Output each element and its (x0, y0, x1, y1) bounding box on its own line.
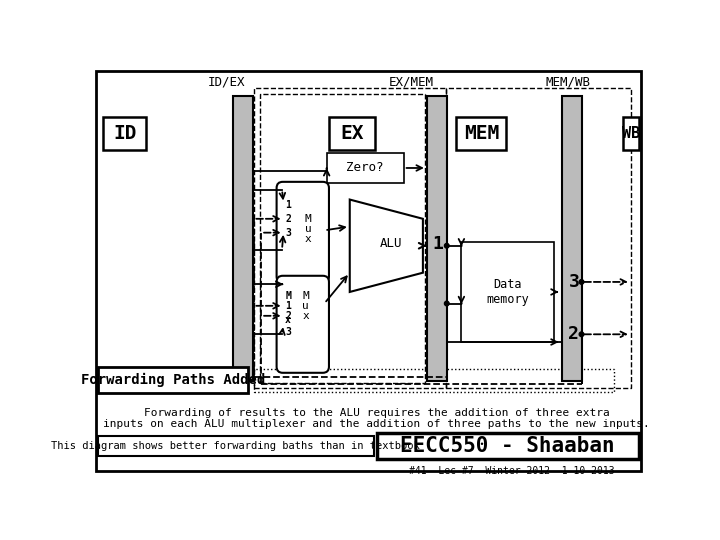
Bar (253, 88, 446, 388)
Text: Zero?: Zero? (346, 161, 384, 174)
Text: 1: 1 (285, 200, 291, 210)
Text: 3: 3 (568, 273, 580, 291)
Circle shape (579, 332, 584, 336)
Bar (233, 96, 253, 381)
Text: EX: EX (341, 124, 364, 143)
Text: u: u (305, 224, 312, 234)
Bar (98, 367, 248, 393)
Bar (104, 117, 145, 150)
Circle shape (444, 244, 449, 248)
Text: u: u (302, 301, 309, 311)
Text: ID: ID (113, 124, 137, 143)
Bar (562, 96, 582, 381)
Bar (253, 369, 614, 392)
Circle shape (579, 280, 584, 284)
Bar (327, 153, 404, 183)
Bar (462, 242, 554, 342)
Text: 2: 2 (285, 214, 291, 224)
Bar (427, 96, 447, 381)
Text: 1: 1 (285, 301, 291, 311)
Text: M: M (302, 291, 309, 301)
Bar (329, 117, 375, 150)
Text: x: x (302, 311, 309, 321)
Text: #41  Lec #7  Winter 2012  1-10-2013: #41 Lec #7 Winter 2012 1-10-2013 (409, 465, 614, 476)
Text: M: M (285, 291, 291, 301)
Text: Forwarding of results to the ALU requires the addition of three extra: Forwarding of results to the ALU require… (144, 408, 610, 418)
Bar (456, 117, 506, 150)
Text: EX/MEM: EX/MEM (389, 75, 434, 88)
FancyBboxPatch shape (276, 182, 329, 283)
Polygon shape (350, 200, 423, 292)
Text: Data
memory: Data memory (486, 278, 529, 306)
Text: 2: 2 (285, 311, 291, 321)
Bar (446, 88, 631, 388)
Text: ALU: ALU (379, 237, 402, 250)
Text: Forwarding Paths Added: Forwarding Paths Added (81, 373, 266, 387)
Bar (98, 436, 374, 456)
Circle shape (444, 301, 449, 306)
Text: WB: WB (621, 126, 640, 141)
Text: This diagram shows better forwarding baths than in textbook: This diagram shows better forwarding bat… (51, 441, 420, 451)
Text: MEM/WB: MEM/WB (545, 75, 590, 88)
Text: EECC550 - Shaaban: EECC550 - Shaaban (400, 436, 615, 456)
Text: inputs on each ALU multiplexer and the addition of three paths to the new inputs: inputs on each ALU multiplexer and the a… (104, 418, 650, 429)
FancyBboxPatch shape (276, 276, 329, 373)
Text: MEM: MEM (464, 124, 499, 143)
Text: M: M (305, 214, 312, 224)
Text: 2: 2 (568, 325, 580, 343)
Text: 1: 1 (433, 235, 444, 253)
Text: x
3: x 3 (285, 315, 291, 336)
Bar (377, 433, 639, 459)
Text: x: x (305, 234, 312, 244)
Bar (623, 117, 639, 150)
Text: 3: 3 (285, 228, 291, 238)
Text: ID/EX: ID/EX (208, 75, 246, 88)
Bar (260, 94, 426, 383)
